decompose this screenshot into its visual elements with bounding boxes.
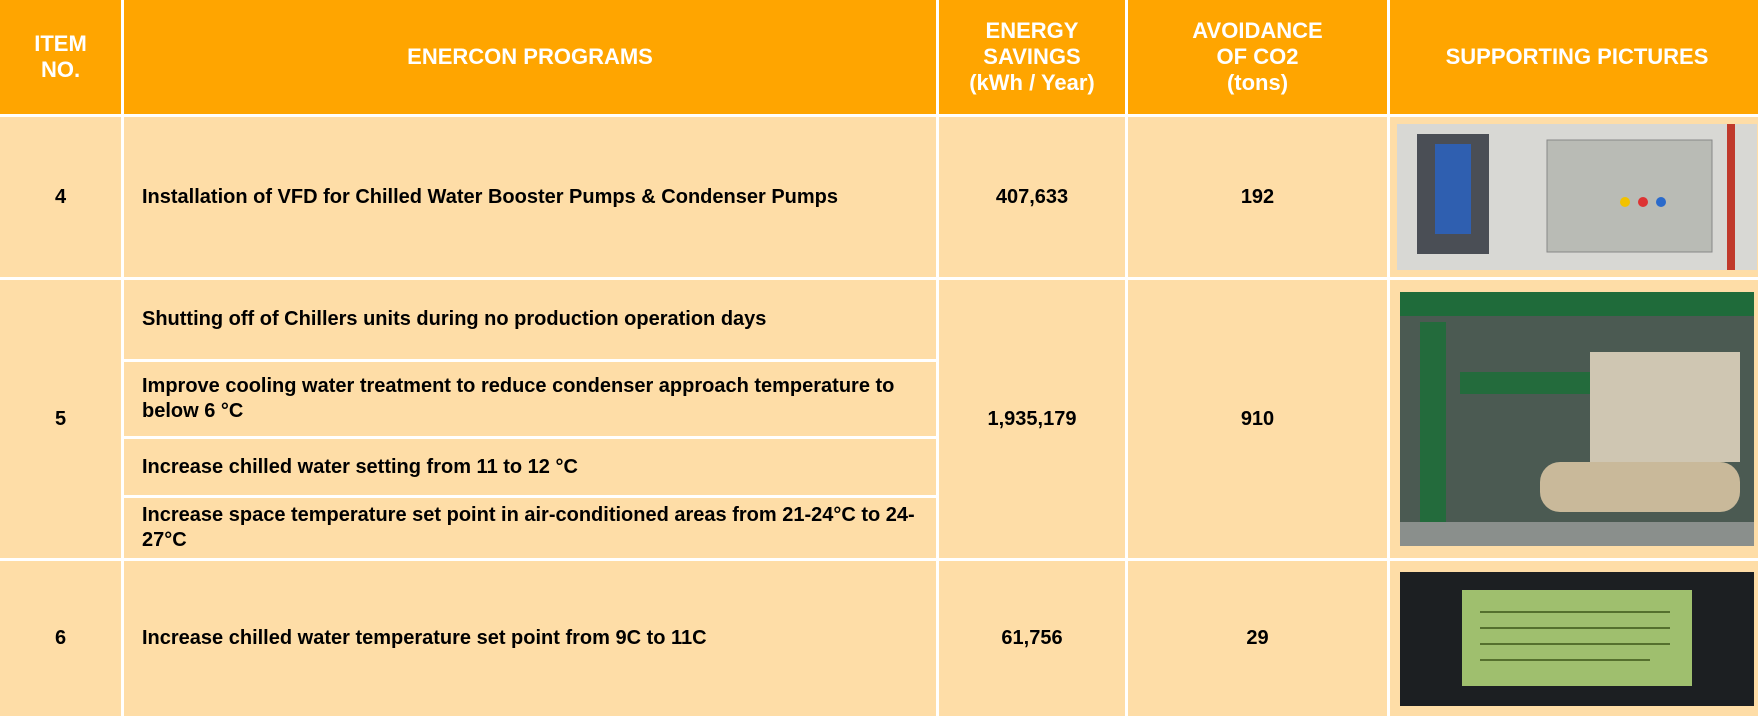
header-cell: SUPPORTING PICTURES [1390,0,1758,114]
program: Increase space temperature set point in … [124,498,936,558]
header-cell: AVOIDANCE OF CO2 (tons) [1128,0,1387,114]
picture-cell [1390,561,1758,716]
picture-cell [1390,280,1758,558]
program: Increase chilled water temperature set p… [124,561,936,716]
program: Installation of VFD for Chilled Water Bo… [124,117,936,277]
item-no: 6 [0,561,121,716]
header-cell: ENERCON PROGRAMS [124,0,936,114]
header-row: ITEM NO. ENERCON PROGRAMS ENERGY SAVINGS… [0,0,1758,114]
energy-savings: 407,633 [939,117,1125,277]
supporting-picture [1400,572,1754,706]
supporting-picture [1397,124,1757,270]
supporting-picture [1400,292,1754,546]
program: Improve cooling water treatment to reduc… [124,362,936,436]
item-no: 4 [0,117,121,277]
item-no: 5 [0,280,121,558]
enercon-table: ITEM NO. ENERCON PROGRAMS ENERGY SAVINGS… [0,0,1758,719]
co2-avoidance: 29 [1128,561,1387,716]
energy-savings: 1,935,179 [939,280,1125,558]
co2-avoidance: 192 [1128,117,1387,277]
row: 4 Installation of VFD for Chilled Water … [0,117,1758,277]
page: ITEM NO. ENERCON PROGRAMS ENERGY SAVINGS… [0,0,1758,715]
picture-cell [1390,117,1758,277]
row: 5 Shutting off of Chillers units during … [0,280,1758,359]
program: Shutting off of Chillers units during no… [124,280,936,359]
co2-avoidance: 910 [1128,280,1387,558]
header-cell: ENERGY SAVINGS (kWh / Year) [939,0,1125,114]
row: 6 Increase chilled water temperature set… [0,561,1758,716]
energy-savings: 61,756 [939,561,1125,716]
header-cell: ITEM NO. [0,0,121,114]
program: Increase chilled water setting from 11 t… [124,439,936,495]
